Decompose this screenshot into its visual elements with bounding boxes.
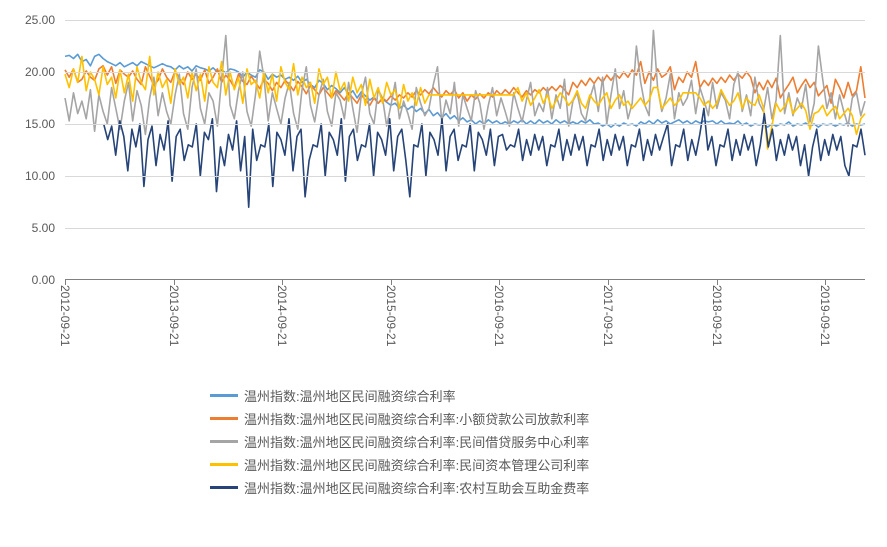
legend-item: 温州指数:温州地区民间融资综合利率:民间借贷服务中心利率 <box>210 432 770 451</box>
legend-swatch <box>210 417 238 420</box>
grid-line <box>65 228 865 229</box>
legend-item: 温州指数:温州地区民间融资综合利率:农村互助会互助金费率 <box>210 478 770 497</box>
y-tick-label: 20.00 <box>25 65 55 79</box>
legend-label: 温州指数:温州地区民间融资综合利率:小额贷款公司放款利率 <box>244 409 589 428</box>
y-tick-label: 5.00 <box>32 221 55 235</box>
x-tick-label: 2019-09-21 <box>818 285 832 346</box>
legend-swatch <box>210 463 238 466</box>
chart-series <box>65 20 865 280</box>
plot-area <box>65 20 865 280</box>
legend-label: 温州指数:温州地区民间融资综合利率:农村互助会互助金费率 <box>244 478 589 497</box>
x-tick-label: 2016-09-21 <box>492 285 506 346</box>
grid-line <box>65 72 865 73</box>
grid-line <box>65 176 865 177</box>
legend-label: 温州指数:温州地区民间融资综合利率 <box>244 386 456 405</box>
grid-line <box>65 20 865 21</box>
y-tick-label: 0.00 <box>32 273 55 287</box>
x-axis: 2012-09-212013-09-212014-09-212015-09-21… <box>65 285 865 375</box>
legend-item: 温州指数:温州地区民间融资综合利率 <box>210 386 770 405</box>
legend-swatch <box>210 394 238 397</box>
legend: 温州指数:温州地区民间融资综合利率温州指数:温州地区民间融资综合利率:小额贷款公… <box>210 382 770 501</box>
legend-label: 温州指数:温州地区民间融资综合利率:民间借贷服务中心利率 <box>244 432 589 451</box>
line-chart: 0.00 5.00 10.00 15.00 20.00 25.00 2012-09-21 2… <box>10 10 877 537</box>
y-tick-label: 10.00 <box>25 169 55 183</box>
y-tick-label: 25.00 <box>25 13 55 27</box>
legend-swatch <box>210 486 238 489</box>
x-tick-label: 2018-09-21 <box>710 285 724 346</box>
x-tick-label: 2015-09-21 <box>384 285 398 346</box>
x-tick-label: 2017-09-21 <box>601 285 615 346</box>
x-tick-label: 2013-09-21 <box>167 285 181 346</box>
x-tick-label: 2014-09-21 <box>275 285 289 346</box>
legend-label: 温州指数:温州地区民间融资综合利率:民间资本管理公司利率 <box>244 455 589 474</box>
legend-item: 温州指数:温州地区民间融资综合利率:民间资本管理公司利率 <box>210 455 770 474</box>
legend-swatch <box>210 440 238 443</box>
legend-item: 温州指数:温州地区民间融资综合利率:小额贷款公司放款利率 <box>210 409 770 428</box>
y-tick-label: 15.00 <box>25 117 55 131</box>
grid-line <box>65 124 865 125</box>
y-axis: 0.005.0010.0015.0020.0025.00 <box>10 20 60 280</box>
x-tick-label: 2012-09-21 <box>58 285 72 346</box>
